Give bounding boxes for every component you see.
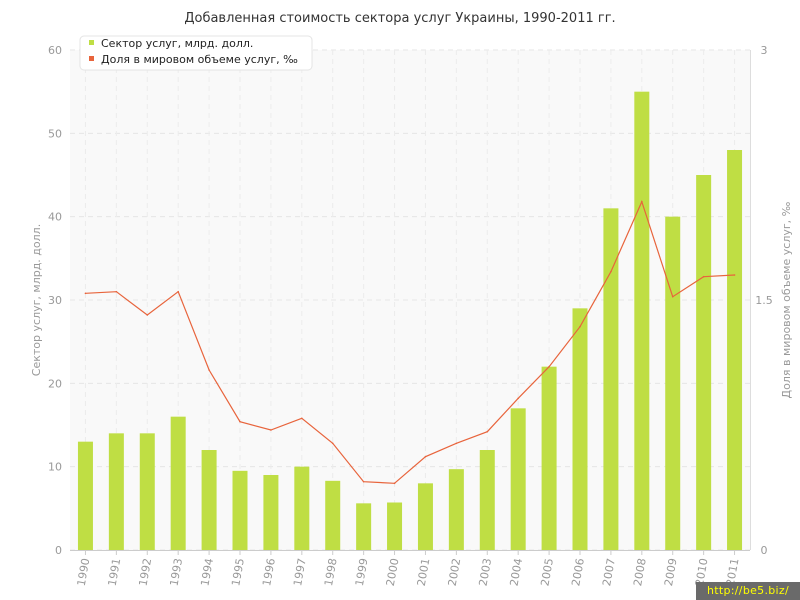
- x-tick-label: 1997: [291, 557, 309, 587]
- x-tick-label: 2002: [446, 557, 464, 587]
- y2-tick-label: 3: [761, 44, 768, 57]
- x-tick-label: 2011: [724, 557, 742, 587]
- line-point: [517, 397, 519, 400]
- legend-box: [79, 35, 313, 71]
- bar: [417, 483, 433, 550]
- y-tick-label: 60: [48, 44, 62, 57]
- bar: [325, 480, 341, 550]
- x-tick-label: 2006: [569, 557, 587, 587]
- x-tick-label: 2009: [662, 557, 680, 587]
- x-tick-label: 2001: [415, 557, 433, 587]
- line-point: [424, 455, 427, 458]
- legend-swatch-line: [89, 56, 94, 61]
- y2-tick-label: 1.5: [755, 294, 773, 307]
- line-point: [115, 290, 118, 293]
- x-tick-label: 2005: [538, 557, 556, 587]
- y-tick-label: 40: [48, 211, 62, 224]
- bar: [665, 216, 681, 550]
- line-point: [362, 480, 365, 483]
- bar: [232, 470, 248, 550]
- line-point: [208, 369, 210, 371]
- series-line: [85, 200, 735, 484]
- x-axis-ticks: 1990 1991 1992 1993 1994 1995 1996 1997 1998 1999…: [75, 557, 742, 587]
- line-point: [84, 292, 87, 295]
- y-tick-label: 10: [48, 461, 62, 474]
- right-axis-title: Доля в мировом объеме услуг, ‰: [780, 201, 793, 398]
- x-tick-label: 2003: [477, 557, 495, 587]
- line-point: [177, 290, 179, 293]
- x-tick-label: 1992: [137, 557, 155, 587]
- bar: [356, 503, 372, 550]
- bar: [727, 150, 743, 550]
- left-axis-ticks: 0 10 20 30 40 50 60: [48, 44, 62, 557]
- bar: [603, 208, 619, 551]
- x-tick-label: 1991: [106, 557, 124, 587]
- line-point: [579, 325, 581, 328]
- x-tick-label: 2000: [384, 557, 402, 587]
- line-point: [641, 200, 643, 203]
- watermark-url: http://be5.biz/: [696, 582, 800, 600]
- bar: [479, 450, 495, 550]
- legend-swatch-bar: [89, 40, 94, 45]
- line-point: [455, 442, 458, 445]
- line-point: [301, 417, 303, 420]
- y-tick-label: 20: [48, 377, 62, 390]
- line-point: [270, 429, 272, 431]
- y-tick-label: 0: [55, 544, 62, 557]
- axes: [70, 50, 751, 555]
- x-tick-label: 2004: [507, 557, 525, 587]
- line-point: [548, 365, 550, 368]
- chart-title: Добавленная стоимость сектора услуг Укра…: [184, 11, 615, 26]
- line-point: [733, 274, 736, 276]
- bar: [263, 475, 279, 550]
- line-point: [702, 275, 705, 278]
- line-point: [671, 295, 674, 298]
- bar: [201, 450, 217, 550]
- x-tick-label: 2008: [631, 557, 649, 587]
- y-tick-label: 50: [48, 127, 62, 140]
- legend: Сектор услуг, млрд. долл. Доля в мировом…: [79, 35, 313, 71]
- line-point: [393, 482, 396, 485]
- bar: [387, 502, 403, 550]
- x-tick-label: 1996: [260, 557, 278, 587]
- x-tick-label: 1993: [167, 557, 185, 587]
- x-tick-label: 2010: [693, 557, 711, 587]
- x-tick-label: 1999: [353, 557, 371, 587]
- x-tick-label: 1990: [75, 557, 93, 587]
- x-tick-label: 1995: [229, 557, 247, 587]
- legend-label-bar: Сектор услуг, млрд. долл.: [101, 37, 253, 50]
- bar: [510, 408, 526, 550]
- line-point: [239, 420, 241, 423]
- bar: [294, 466, 310, 550]
- bar-series: [77, 91, 743, 551]
- y2-tick-label: 0: [761, 544, 768, 557]
- x-tick-label: 1994: [198, 557, 216, 587]
- bar: [108, 433, 124, 550]
- bar: [448, 469, 464, 550]
- bar: [696, 175, 712, 550]
- line-point: [610, 270, 612, 273]
- x-tick-label: 1998: [322, 557, 340, 587]
- line-point: [486, 430, 489, 433]
- line-series: [84, 200, 736, 485]
- line-point: [146, 314, 149, 316]
- y-tick-label: 30: [48, 294, 62, 307]
- bar: [572, 308, 588, 550]
- bar: [634, 91, 650, 551]
- line-point: [331, 442, 334, 445]
- bar: [170, 416, 186, 550]
- bar: [541, 366, 557, 550]
- right-axis-ticks: 01.53: [755, 44, 773, 557]
- x-tick-label: 2007: [600, 557, 618, 587]
- left-axis-title: Сектор услуг, млрд. долл.: [30, 224, 43, 376]
- bar: [77, 441, 93, 550]
- bar: [139, 433, 155, 550]
- legend-label-line: Доля в мировом объеме услуг, ‰: [101, 53, 298, 66]
